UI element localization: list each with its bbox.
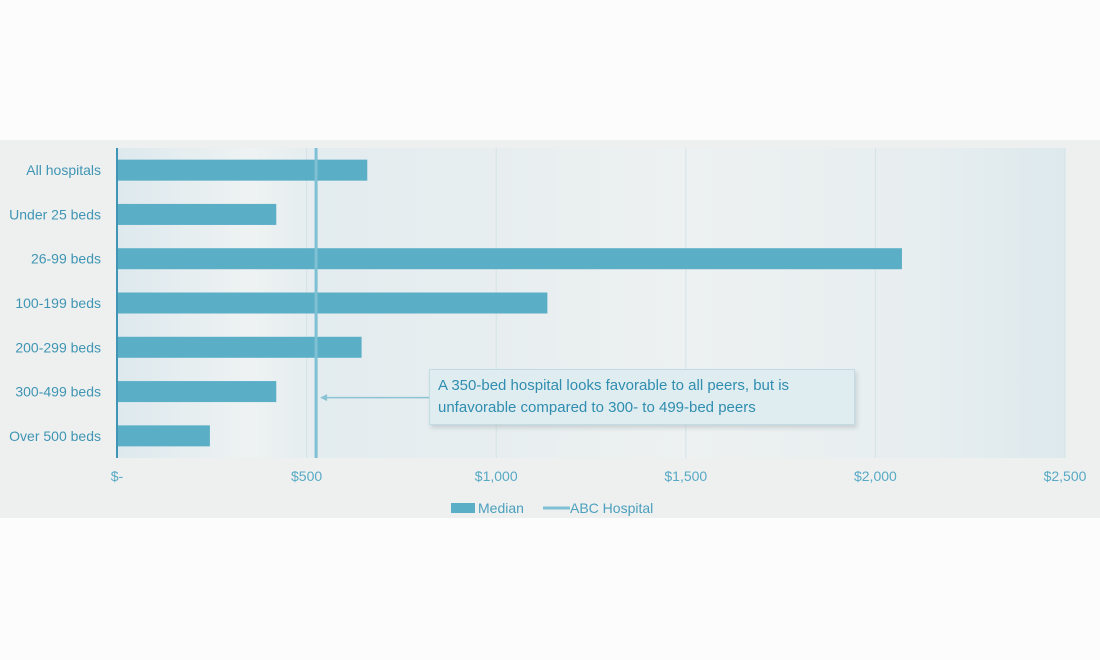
x-tick-labels: $- $500 $1,000 $1,500 $2,000 $2,500 xyxy=(111,468,1087,484)
category-label: All hospitals xyxy=(26,162,101,178)
legend: Median ABC Hospital xyxy=(451,500,653,516)
legend-swatch-median xyxy=(451,503,475,513)
annotation-arrowhead xyxy=(320,394,328,402)
category-label: 200-299 beds xyxy=(15,339,101,355)
bar-200-299-beds xyxy=(117,336,362,358)
category-labels: All hospitals Under 25 beds 26-99 beds 100-… xyxy=(9,162,101,444)
legend-label-abc-hospital: ABC Hospital xyxy=(570,500,653,516)
bar-all-hospitals xyxy=(117,159,368,181)
bar-over-500-beds xyxy=(117,425,210,447)
bars xyxy=(116,148,902,458)
x-tick-label: $- xyxy=(111,468,124,484)
category-label: 100-199 beds xyxy=(15,295,101,311)
category-label: 26-99 beds xyxy=(31,251,101,267)
x-tick-label: $1,500 xyxy=(664,468,707,484)
x-tick-label: $2,500 xyxy=(1044,468,1087,484)
bar-100-199-beds xyxy=(117,292,548,314)
bar-26-99-beds xyxy=(117,248,902,270)
x-tick-label: $1,000 xyxy=(475,468,518,484)
chart-panel: All hospitals Under 25 beds 26-99 beds 100-… xyxy=(0,140,1100,518)
category-label: Over 500 beds xyxy=(9,428,101,444)
bar-300-499-beds xyxy=(117,381,277,403)
category-label: 300-499 beds xyxy=(15,384,101,400)
bar-under-25-beds xyxy=(117,203,277,225)
legend-label-median: Median xyxy=(478,500,524,516)
bar-chart: All hospitals Under 25 beds 26-99 beds 100-… xyxy=(9,148,1087,516)
annotation-arrow-group xyxy=(320,394,429,402)
x-tick-label: $500 xyxy=(291,468,322,484)
annotation-callout: A 350-bed hospital looks favorable to al… xyxy=(429,369,855,425)
x-tick-label: $2,000 xyxy=(854,468,897,484)
category-label: Under 25 beds xyxy=(9,206,101,222)
